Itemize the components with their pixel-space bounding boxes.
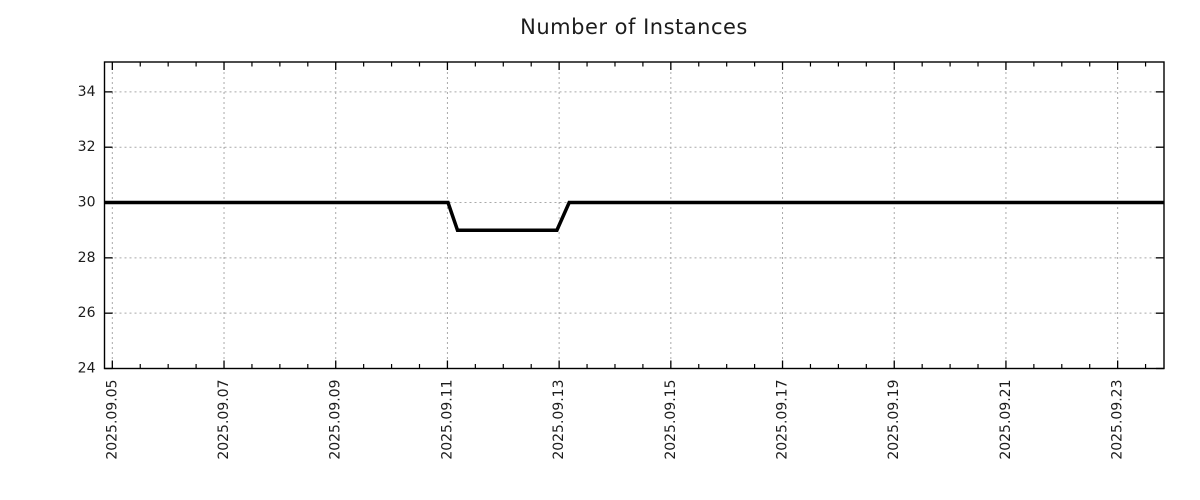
x-tick-label: 2025.09.11 [439,380,455,460]
y-tick-label: 32 [78,139,96,155]
x-tick-label: 2025.09.07 [216,380,232,460]
y-tick-label: 24 [78,361,96,377]
y-tick-label: 28 [78,250,96,266]
instances-series-line [104,200,1164,232]
chart-title: Number of Instances [520,15,748,39]
x-tick-label: 2025.09.05 [104,380,120,460]
x-tick-label: 2025.09.17 [775,380,791,460]
x-tick-label: 2025.09.13 [551,380,567,460]
y-tick-label: 30 [78,195,96,211]
y-tick-label: 26 [78,305,96,321]
y-tick-label: 34 [78,84,96,100]
x-tick-label: 2025.09.09 [328,380,344,460]
x-tick-label: 2025.09.21 [998,380,1014,460]
x-tick-label: 2025.09.19 [886,380,902,460]
x-tick-label: 2025.09.23 [1110,380,1126,460]
x-tick-label: 2025.09.15 [663,380,679,460]
plot-border [103,61,1165,370]
